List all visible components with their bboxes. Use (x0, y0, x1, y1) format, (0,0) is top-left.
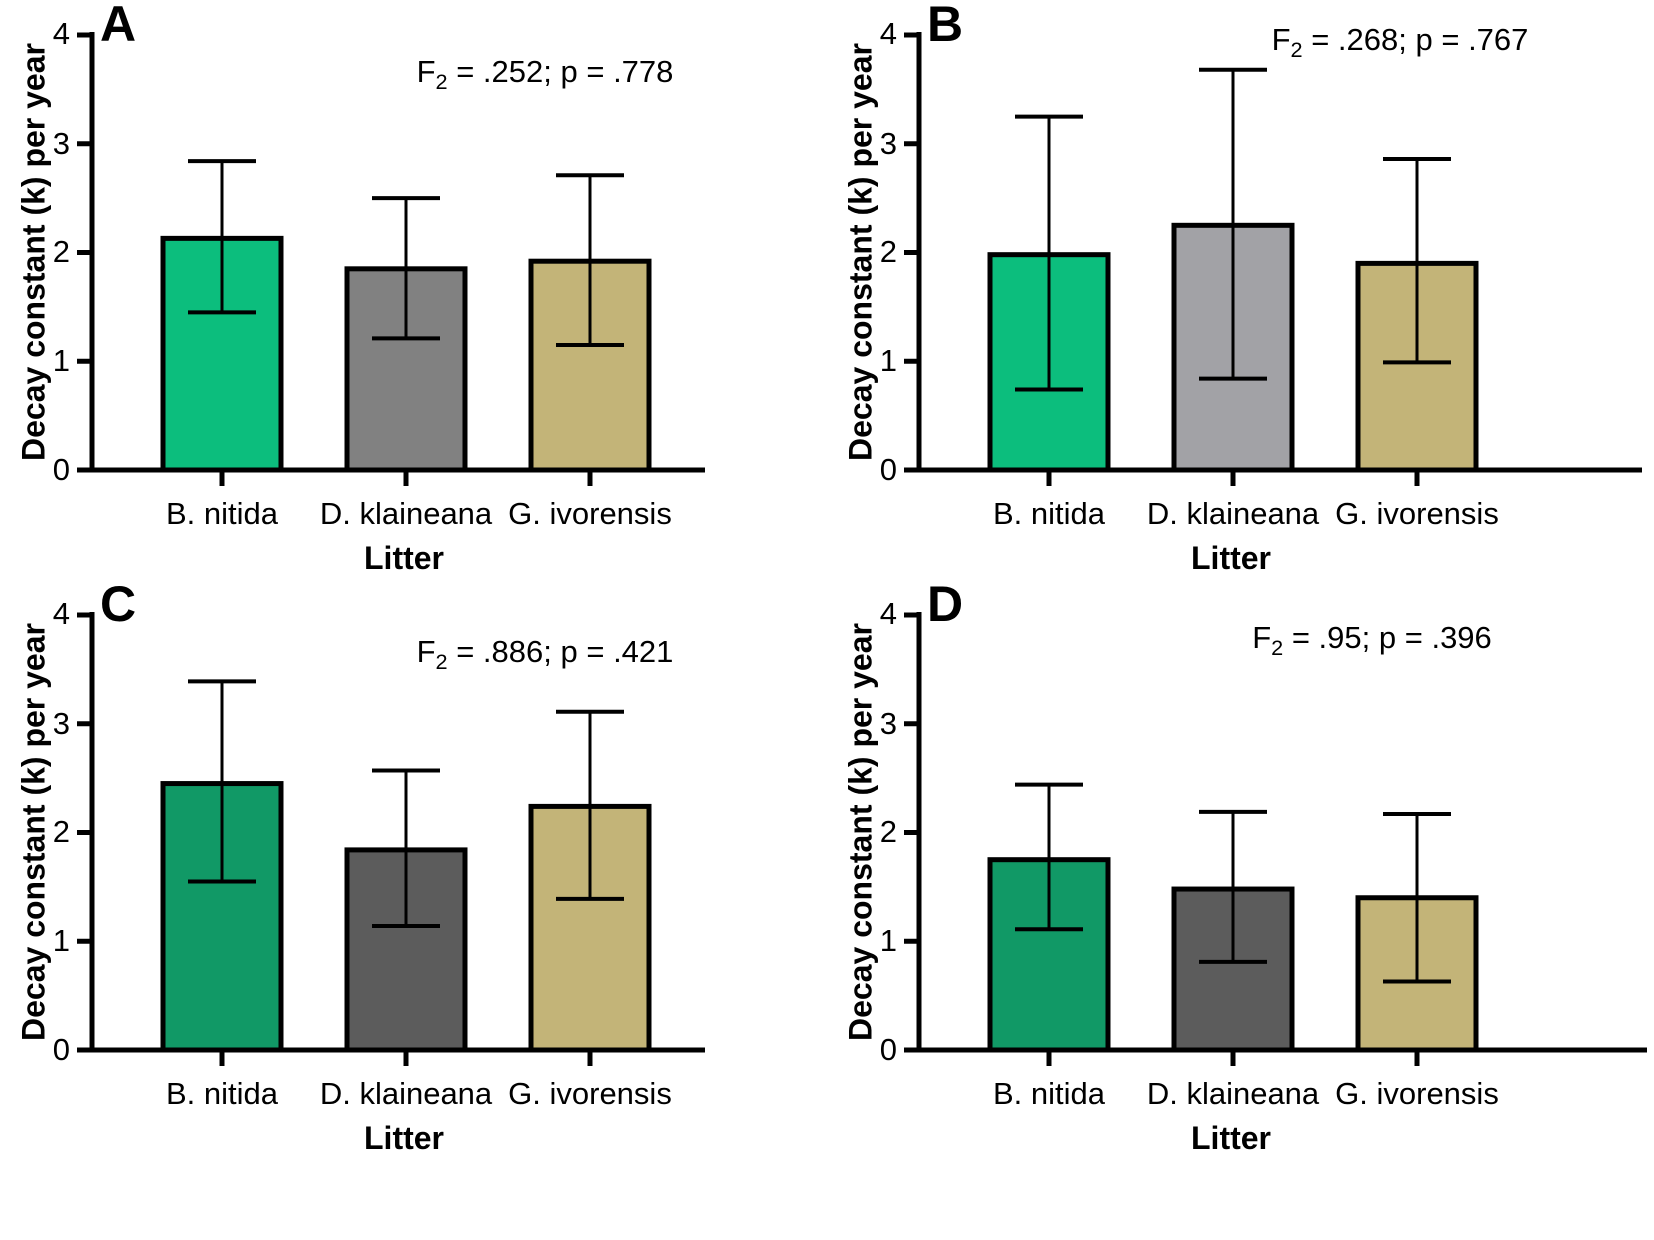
y-tick-label: 2 (879, 814, 897, 849)
bar-g-ivorensis (528, 258, 652, 473)
category-label: B. nitida (992, 1076, 1105, 1111)
y-tick-label: 1 (52, 923, 70, 958)
category-label: D. klaineana (1146, 1076, 1320, 1111)
y-tick-label: 0 (879, 452, 897, 487)
y-tick-label: 4 (879, 16, 897, 51)
panel-c: C F2 = .886; p = .421 Decay constant (k)… (0, 576, 827, 1160)
stat-subscript: 2 (435, 649, 448, 675)
y-tick-label: 4 (879, 596, 897, 631)
stat-name: F (416, 634, 436, 669)
panel-a-plot (77, 32, 705, 486)
category-label: G. ivorensis (1335, 1076, 1499, 1111)
stat-name: F (1252, 620, 1272, 655)
p-value: .778 (613, 54, 674, 89)
y-tick-label: 1 (879, 343, 897, 378)
y-tick-label: 4 (52, 16, 70, 51)
category-label: B. nitida (165, 496, 278, 531)
f-value: .268 (1337, 22, 1399, 57)
p-value: .396 (1431, 620, 1492, 655)
category-label: G. ivorensis (508, 1076, 672, 1111)
category-label: B. nitida (992, 496, 1105, 531)
stat-name: F (416, 54, 436, 89)
stats-annotation: F2 = .252; p = .778 (416, 54, 674, 95)
stats-annotation: F2 = .886; p = .421 (416, 634, 674, 675)
stats-annotation: F2 = .268; p = .767 (1271, 22, 1529, 63)
y-tick-label: 4 (52, 596, 70, 631)
panel-letter: C (100, 576, 137, 632)
panel-letter: A (100, 0, 137, 52)
panel-b: B F2 = .268; p = .767 Decay constant (k)… (827, 0, 1654, 580)
panel-letter: D (927, 576, 964, 632)
x-axis-title: Litter (1191, 540, 1271, 576)
stat-subscript: 2 (1290, 37, 1303, 63)
y-tick-label: 2 (52, 234, 70, 269)
y-tick-label: 3 (52, 706, 70, 741)
y-tick-label: 3 (879, 126, 897, 161)
y-tick-label: 1 (52, 343, 70, 378)
y-tick-label: 0 (52, 1032, 70, 1067)
p-value: .421 (613, 634, 674, 669)
panel-letter: B (927, 0, 964, 52)
y-tick-label: 0 (52, 452, 70, 487)
panel-d-plot (904, 612, 1647, 1066)
bar-g-ivorensis (1355, 260, 1479, 473)
panel-b-plot (904, 32, 1642, 486)
category-label: G. ivorensis (508, 496, 672, 531)
panel-c-plot (77, 612, 705, 1066)
x-axis-title: Litter (1191, 1120, 1271, 1156)
f-value: .252 (482, 54, 544, 89)
category-label: D. klaineana (319, 496, 493, 531)
stats-annotation: F2 = .95; p = .396 (1252, 620, 1492, 661)
stat-name: F (1271, 22, 1291, 57)
x-axis-title: Litter (364, 1120, 444, 1156)
f-value: .95 (1318, 620, 1362, 655)
y-tick-label: 0 (879, 1032, 897, 1067)
stat-subscript: 2 (1271, 635, 1284, 661)
f-value: .886 (482, 634, 544, 669)
panel-d: D F2 = .95; p = .396 Decay constant (k) … (827, 576, 1654, 1160)
category-label: G. ivorensis (1335, 496, 1499, 531)
category-label: B. nitida (165, 1076, 278, 1111)
y-tick-label: 3 (52, 126, 70, 161)
category-label: D. klaineana (319, 1076, 493, 1111)
y-tick-label: 1 (879, 923, 897, 958)
category-label: D. klaineana (1146, 496, 1320, 531)
panel-a: A F2 = .252; p = .778 Decay constant (k)… (0, 0, 827, 580)
p-value: .767 (1468, 22, 1529, 57)
x-axis-title: Litter (364, 540, 444, 576)
y-tick-label: 3 (879, 706, 897, 741)
y-tick-label: 2 (52, 814, 70, 849)
y-tick-label: 2 (879, 234, 897, 269)
stat-subscript: 2 (435, 69, 448, 95)
